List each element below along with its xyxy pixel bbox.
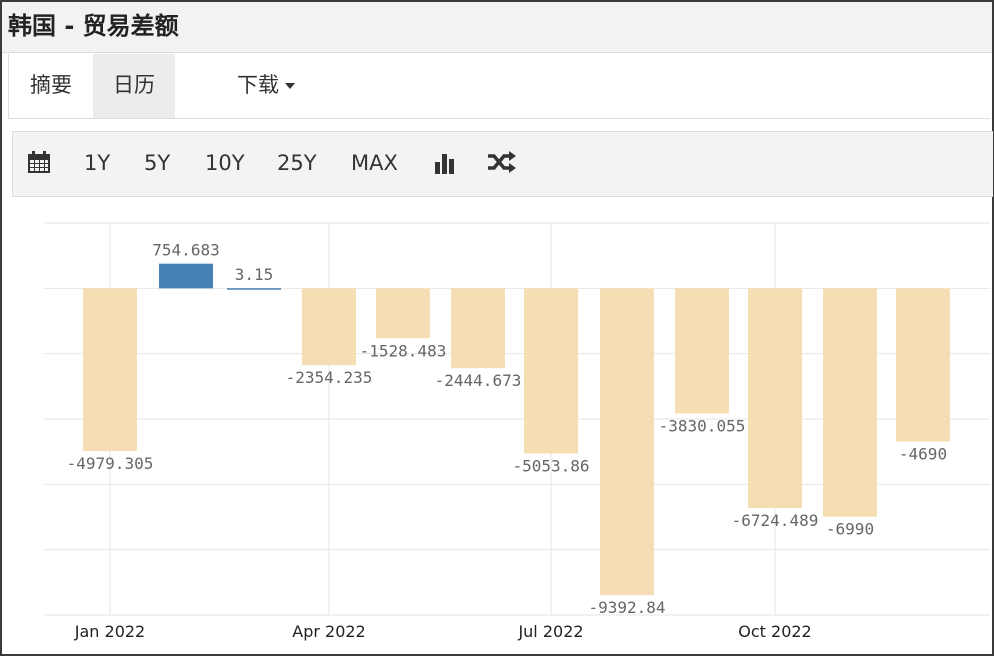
- page-header: 韩国 - 贸易差额: [2, 2, 992, 53]
- range-1y-button[interactable]: 1Y: [84, 151, 111, 175]
- bar-value-label: -2444.673: [435, 371, 522, 390]
- x-tick-label: Apr 2022: [292, 622, 365, 641]
- tab-download[interactable]: 下载: [226, 54, 306, 118]
- bar: [451, 288, 505, 369]
- bar-value-label: -5053.86: [512, 456, 589, 475]
- bar: [896, 288, 950, 442]
- range-25y-button[interactable]: 25Y: [277, 151, 317, 175]
- bar: [675, 288, 729, 414]
- bar: [376, 288, 430, 339]
- range-5y-button[interactable]: 5Y: [144, 151, 171, 175]
- bar-value-label: -1528.483: [360, 341, 447, 360]
- shuffle-icon[interactable]: [487, 150, 517, 174]
- bar: [83, 288, 137, 451]
- tab-summary[interactable]: 摘要: [8, 54, 94, 118]
- page-title: 韩国 - 贸易差额: [8, 12, 179, 40]
- range-10y-button[interactable]: 10Y: [205, 151, 245, 175]
- bar: [302, 288, 356, 366]
- bar-value-label: -9392.84: [588, 598, 665, 617]
- bar-value-label: -6724.489: [732, 511, 819, 530]
- tab-calendar[interactable]: 日历: [93, 54, 175, 118]
- bar: [227, 288, 281, 290]
- caret-down-icon: [285, 83, 295, 89]
- x-tick-label: Oct 2022: [738, 622, 811, 641]
- x-tick-label: Jul 2022: [517, 622, 583, 641]
- bar-value-label: 3.15: [235, 265, 274, 284]
- chart-toolbar: 1Y 5Y 10Y 25Y MAX: [12, 131, 993, 197]
- tab-bar: 摘要 日历 下载: [8, 54, 990, 119]
- bar: [600, 288, 654, 596]
- bar-chart-icon[interactable]: [434, 152, 456, 174]
- bar: [524, 288, 578, 454]
- bar: [823, 288, 877, 517]
- calendar-icon[interactable]: [27, 150, 51, 174]
- bar-value-label: 754.683: [152, 241, 219, 260]
- download-label: 下载: [237, 73, 279, 97]
- bar: [159, 263, 213, 289]
- bar-value-label: -3830.055: [659, 416, 746, 435]
- x-tick-label: Jan 2022: [74, 622, 145, 641]
- bar-value-label: -2354.235: [286, 368, 373, 387]
- bar-value-label: -4979.305: [67, 454, 154, 473]
- range-max-button[interactable]: MAX: [351, 151, 398, 175]
- bar: [748, 288, 802, 508]
- bar-value-label: -6990: [826, 520, 874, 539]
- bar-value-label: -4690: [899, 445, 947, 464]
- trade-balance-chart: -4979.305 754.683 3.15 -2354.235 -1528.483 -2…: [44, 222, 990, 641]
